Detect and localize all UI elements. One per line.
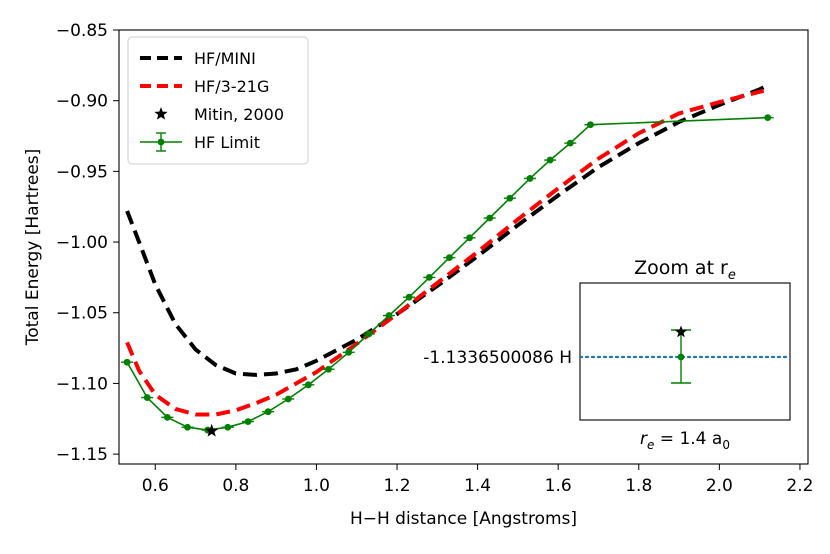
y-tick-label: −1.10 [56,374,108,394]
y-tick-label: −0.90 [56,92,108,112]
hf-limit-point [506,194,514,202]
x-tick-label: 0.8 [222,476,249,496]
hf-limit-point [325,365,332,373]
hf-limit-point [244,418,252,425]
hf-limit-point [764,114,772,122]
plot-marks [121,83,774,437]
x-tick-label: 1.2 [383,476,410,496]
inset-title-sub: e [728,268,736,283]
y-axis-label: Total Energy [Hartrees] [23,149,43,347]
legend-label: Mitin, 2000 [194,105,284,124]
x-tick-label: 1.6 [545,476,572,496]
inset-title-main: Zoom at r [634,257,728,279]
hf-limit-point [486,214,494,222]
x-tick-label: 1.0 [303,476,330,496]
hf-limit-point [466,234,473,242]
inset-line-label: -1.1336500086 H [423,348,572,368]
hf-limit-point [385,312,393,319]
hf-limit-point [526,175,534,182]
legend-box [127,36,309,165]
axes: 0.6 0.8 1.0 1.2 1.4 1.6 1.8 2.0 2.2 −1.15 −1.10 −1.… [23,21,813,529]
inset-frame [579,282,791,421]
hf-limit-point [546,156,554,164]
hf-limit-point [304,381,312,389]
mitin-2000-star [205,423,219,437]
hf-limit-point [224,423,232,431]
legend-label: HF/3-21G [194,77,269,96]
inset-star [674,325,688,338]
y-tick-label: −1.00 [56,233,108,253]
inset-x-label-part: 0 [722,438,730,452]
y-tick-label: −1.05 [56,304,108,324]
inset-title: Zoom at re [634,257,736,283]
legend-label: HF Limit [194,133,260,152]
hf-limit-point [365,330,373,338]
hf-limit-point [264,408,272,416]
inset-x-label-part: r [640,429,648,449]
hf-limit-point [143,394,151,401]
hf-limit-point [284,395,292,403]
hf-limit-point [405,293,413,301]
x-tick-label: 2.0 [706,476,733,496]
series-line-hf-3-21g [125,88,765,417]
inset-x-label: re = 1.4 a0 [640,429,730,452]
hf-limit-point [566,139,574,147]
y-tick-label: −0.85 [56,21,108,41]
y-tick-label: −1.15 [56,445,108,465]
hf-limit-point [425,273,433,281]
hf-limit-point [184,423,191,431]
x-tick-label: 2.2 [786,476,813,496]
x-axis-label: H−H distance [Angstroms] [350,509,577,529]
x-tick-label: 1.4 [464,476,491,496]
x-tick-label: 0.6 [142,476,169,496]
zoom-inset: Zoom at re-1.1336500086 Hre = 1.4 a0 [423,257,792,452]
plot-frame [118,29,809,465]
legend: HF/MINI HF/3-21G Mitin, 2000 HF Limit [127,36,309,165]
hf-limit-point [163,413,171,421]
legend-swatch-point [157,138,165,146]
y-tick-label: −0.95 [56,162,108,182]
hf-limit-point [587,121,594,129]
legend-swatch-star [154,107,168,120]
inset-point [677,353,685,361]
inset-x-label-part: = 1.4 a [654,429,722,449]
hf-limit-point [445,254,453,262]
legend-label: HF/MINI [194,49,256,68]
hf-limit-point [345,348,353,356]
inset-x-label-part: e [647,438,654,452]
x-tick-label: 1.8 [625,476,652,496]
hf-limit-point [123,358,131,366]
